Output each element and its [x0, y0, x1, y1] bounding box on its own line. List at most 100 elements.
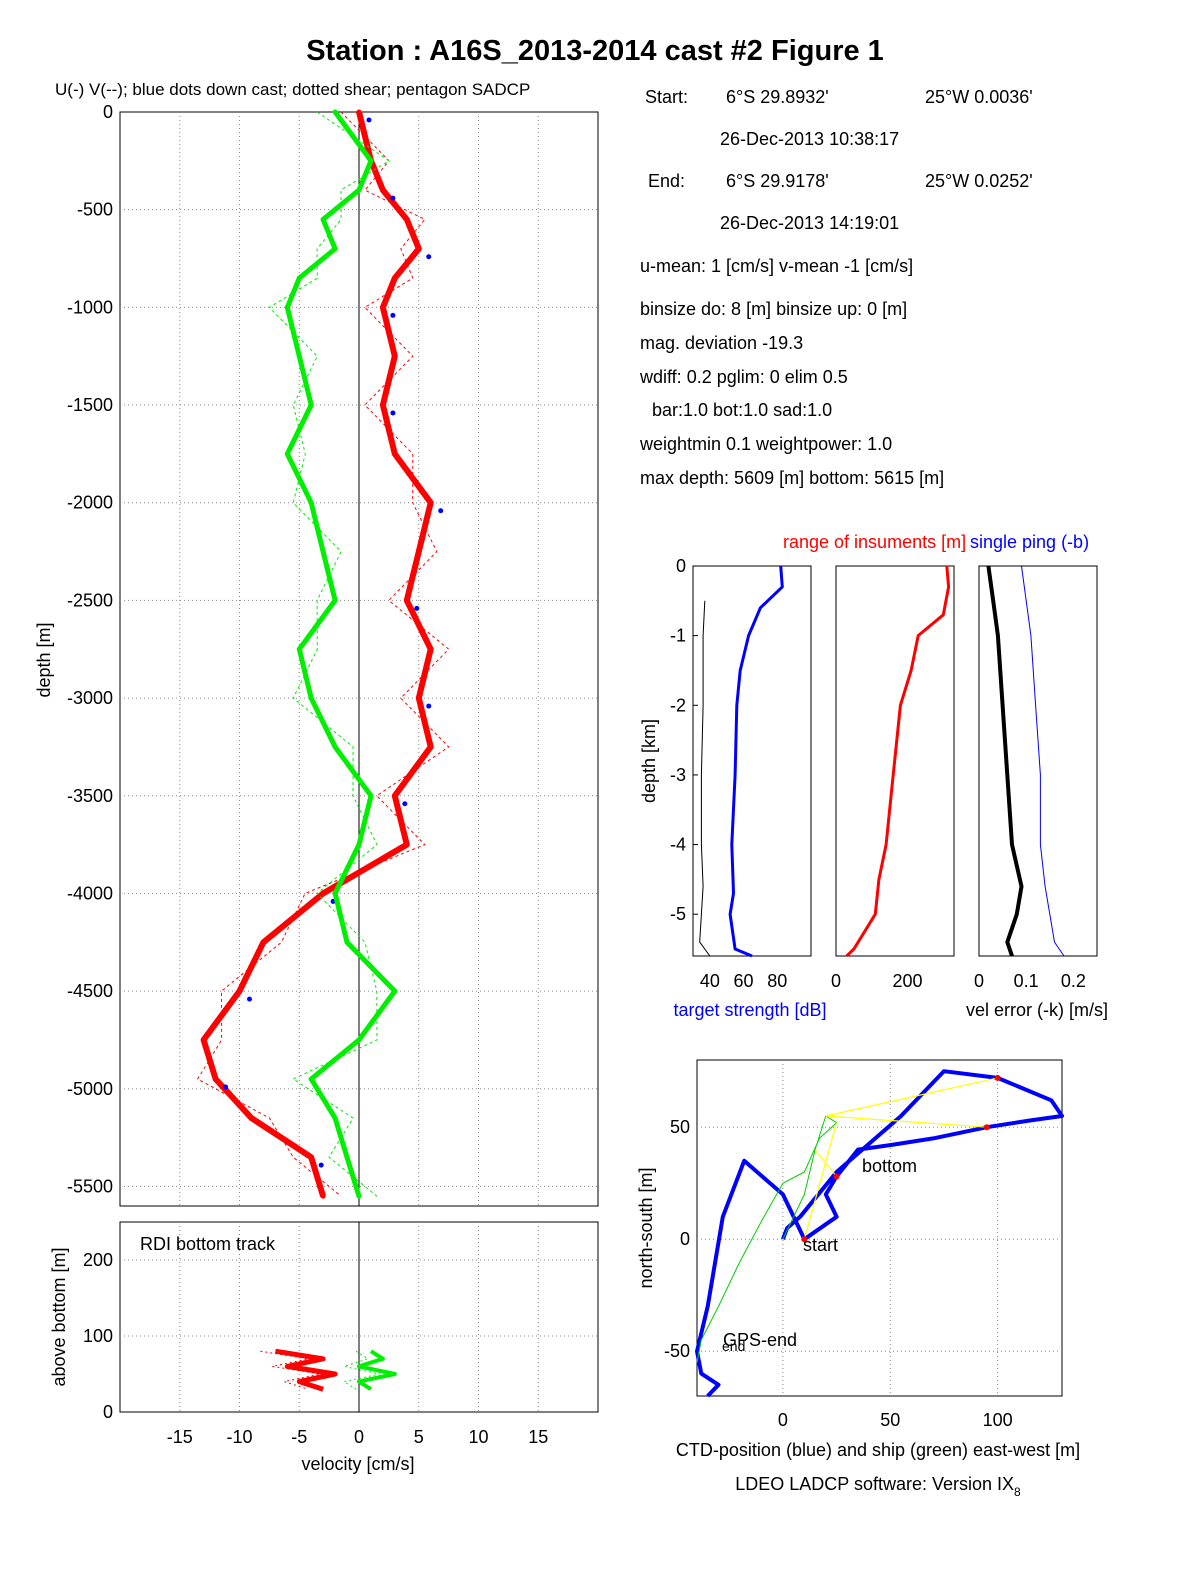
profile-point-u	[392, 275, 398, 281]
profile-point-v	[296, 275, 302, 281]
target-x-tick-labels: 40 60 80	[700, 971, 787, 991]
bottom-track-x-tick: 5	[414, 1427, 424, 1447]
label-gps-end: GPS-end	[723, 1330, 797, 1350]
profile-point-v	[332, 890, 338, 896]
target-ylabel: depth [km]	[639, 719, 659, 803]
profile-y-tick: -2500	[67, 590, 113, 610]
start-lon: 25°W 0.0036'	[925, 87, 1033, 107]
gps-fix-marker	[801, 1236, 808, 1243]
software-text: LDEO LADCP software: Version IX	[735, 1474, 1014, 1494]
position-grid	[697, 1060, 1062, 1396]
bottom-track-y-tick: 0	[103, 1402, 113, 1422]
figure-subtitle: U(-) V(--); blue dots down cast; dotted …	[55, 80, 530, 99]
start-label: Start:	[645, 87, 688, 107]
velocity-error-panel: 0 0.1 0.2 vel error (-k) [m/s]	[966, 565, 1108, 1020]
binsize-line: binsize do: 8 [m] binsize up: 0 [m]	[640, 299, 907, 319]
range-series	[845, 565, 951, 958]
downcast-dot	[318, 1162, 324, 1168]
gps-link	[825, 1115, 987, 1128]
profile-point-u	[201, 1037, 207, 1043]
position-series	[695, 1069, 1064, 1398]
velerr-x-tick: 0	[974, 971, 984, 991]
profile-point-u	[380, 187, 386, 193]
wdiff-line: wdiff: 0.2 pglim: 0 elim 0.5	[639, 367, 848, 387]
downcast-dot	[402, 801, 408, 807]
software-subscript: 8	[1014, 1485, 1021, 1499]
position-y-tick-labels: -50 0 50	[664, 1117, 690, 1361]
profile-point-v	[308, 1076, 314, 1082]
bottom-track-series-u	[275, 1348, 338, 1392]
position-panel: -50 0 50 0 50 100 bottom start GPS-end end n…	[636, 1059, 1080, 1460]
bottom-track-x-tick: -15	[167, 1427, 193, 1447]
position-x-tick: 0	[778, 1410, 788, 1430]
software-version: LDEO LADCP software: Version IX8	[735, 1474, 1021, 1499]
bottom-track-series	[260, 1348, 397, 1392]
position-y-tick: 50	[670, 1117, 690, 1137]
gps-link	[803, 1122, 838, 1240]
bottom-track-series-v	[357, 1349, 397, 1391]
profile-point-u	[416, 695, 422, 701]
position-series-ship	[696, 1115, 838, 1363]
velerr-xlabel: vel error (-k) [m/s]	[966, 1000, 1108, 1020]
end-lat: 6°S 29.9178'	[726, 171, 829, 191]
downcast-dot	[390, 195, 396, 201]
profile-y-tick: -4000	[67, 883, 113, 903]
profile-series-u	[200, 111, 434, 1198]
target-strength-series	[693, 565, 784, 958]
profile-point-v	[296, 646, 302, 652]
end-lon: 25°W 0.0252'	[925, 171, 1033, 191]
profile-point-v	[296, 353, 302, 359]
position-x-tick-labels: 0 50 100	[778, 1410, 1013, 1430]
profile-point-v	[332, 109, 338, 115]
profile-point-u	[320, 890, 326, 896]
bottom-track-series-v-shear	[343, 1350, 381, 1390]
profile-point-v	[368, 793, 374, 799]
bottom-track-x-tick: 10	[468, 1427, 488, 1447]
profile-y-tick: -3000	[67, 688, 113, 708]
profile-point-u	[416, 549, 422, 555]
downcast-dot	[426, 254, 432, 260]
profile-y-tick: -1000	[67, 297, 113, 317]
position-x-tick: 50	[880, 1410, 900, 1430]
profile-point-u	[416, 246, 422, 252]
profile-point-u	[260, 939, 266, 945]
profile-point-u	[428, 500, 434, 506]
range-series-range	[845, 565, 951, 958]
velerr-panel-title: single ping (-b)	[970, 532, 1089, 552]
start-lat: 6°S 29.8932'	[726, 87, 829, 107]
profile-point-v	[332, 744, 338, 750]
target-x-tick: 60	[734, 971, 754, 991]
target-y-tick: -5	[670, 904, 686, 924]
label-start: start	[803, 1235, 838, 1255]
profile-point-u	[392, 451, 398, 457]
profile-point-u	[380, 304, 386, 310]
profile-point-v	[356, 187, 362, 193]
bottom-track-x-tick: -10	[226, 1427, 252, 1447]
profile-point-v	[392, 988, 398, 994]
bottom-track-x-tick-labels: -15 -10 -5 0 5 10 15	[167, 1427, 549, 1447]
downcast-dot	[426, 703, 432, 709]
gps-fix-marker	[983, 1124, 990, 1131]
figure-title: Station : A16S_2013-2014 cast #2 Figure …	[306, 35, 884, 67]
target-y-tick: -3	[670, 765, 686, 785]
profile-point-v	[320, 549, 326, 555]
velerr-x-tick: 0.1	[1014, 971, 1039, 991]
downcast-dot	[223, 1084, 229, 1090]
profile-point-v	[344, 1154, 350, 1160]
target-x-tick: 80	[767, 971, 787, 991]
profile-point-v	[284, 304, 290, 310]
target-y-tick: -2	[670, 695, 686, 715]
profile-series-v	[284, 110, 398, 1197]
profile-y-tick-labels: 0 -500 -1000 -1500 -2000 -2500 -3000 -3500 -4000…	[67, 102, 113, 1196]
target-y-tick: -1	[670, 626, 686, 646]
profile-y-tick: -5000	[67, 1079, 113, 1099]
profile-series	[197, 109, 450, 1199]
velerr-series-velerr	[986, 565, 1024, 957]
velerr-x-tick-labels: 0 0.1 0.2	[974, 971, 1086, 991]
downcast-dot	[247, 996, 252, 1002]
profile-point-v	[356, 842, 362, 848]
bottom-track-y-tick: 100	[83, 1326, 113, 1346]
velerr-series-target	[1021, 565, 1065, 957]
position-series-ctd	[695, 1069, 1064, 1398]
profile-point-v	[356, 1037, 362, 1043]
